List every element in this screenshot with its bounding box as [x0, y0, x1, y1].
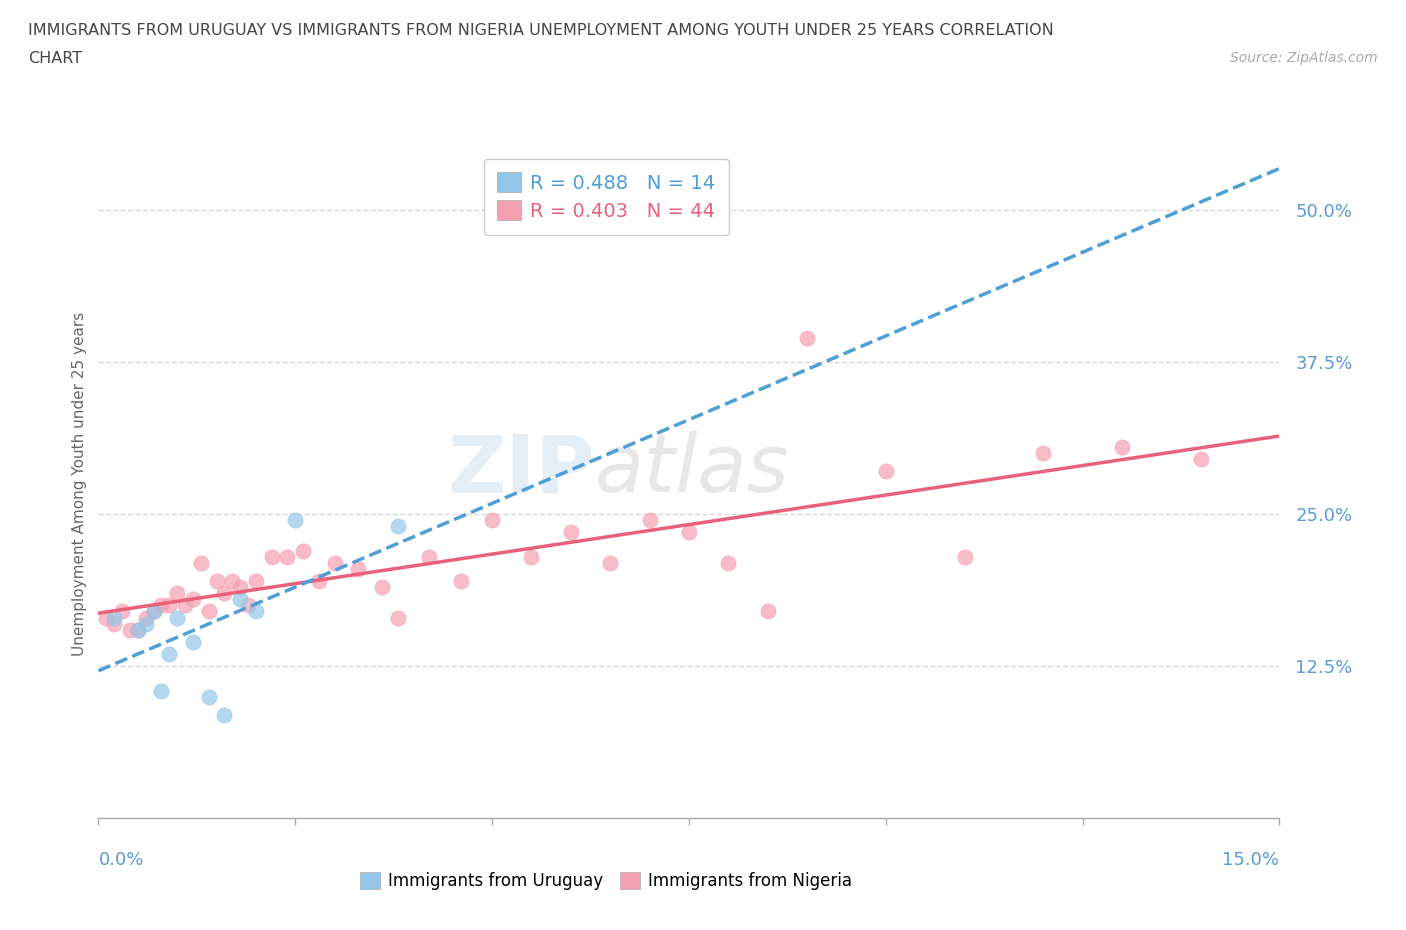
Point [214, 708, 236, 723]
Point [150, 598, 173, 613]
Point [157, 646, 180, 661]
Point [756, 604, 779, 618]
Point [197, 689, 219, 704]
Point [245, 604, 267, 618]
Point [190, 555, 212, 570]
Point [174, 598, 197, 613]
Point [560, 525, 582, 539]
Point [181, 591, 204, 606]
Point [118, 622, 141, 637]
Y-axis label: Unemployment Among Youth under 25 years: Unemployment Among Youth under 25 years [72, 312, 87, 656]
Point [276, 550, 298, 565]
Point [111, 604, 134, 618]
Point [214, 586, 236, 601]
Point [953, 550, 976, 565]
Point [166, 610, 188, 625]
Point [135, 617, 157, 631]
Point [678, 525, 700, 539]
Point [371, 579, 394, 594]
Text: IMMIGRANTS FROM URUGUAY VS IMMIGRANTS FROM NIGERIA UNEMPLOYMENT AMONG YOUTH UNDE: IMMIGRANTS FROM URUGUAY VS IMMIGRANTS FR… [28, 23, 1054, 38]
Point [142, 604, 165, 618]
Point [520, 550, 543, 565]
Point [103, 610, 125, 625]
Text: Source: ZipAtlas.com: Source: ZipAtlas.com [1230, 51, 1378, 65]
Point [875, 464, 897, 479]
Point [418, 550, 440, 565]
Point [292, 543, 315, 558]
Point [481, 512, 503, 527]
Text: 15.0%: 15.0% [1222, 851, 1279, 870]
Point [1032, 445, 1054, 460]
Point [308, 574, 330, 589]
Point [166, 586, 188, 601]
Point [127, 622, 149, 637]
Text: CHART: CHART [28, 51, 82, 66]
Point [347, 562, 370, 577]
Text: ZIP: ZIP [447, 432, 595, 510]
Point [260, 550, 283, 565]
Point [717, 555, 740, 570]
Point [135, 610, 157, 625]
Point [323, 555, 346, 570]
Point [1189, 452, 1212, 467]
Point [127, 622, 149, 637]
Point [387, 519, 409, 534]
Point [796, 330, 818, 345]
Point [229, 579, 252, 594]
Point [181, 634, 204, 649]
Point [96, 610, 118, 625]
Point [450, 574, 472, 589]
Point [638, 512, 661, 527]
Text: atlas: atlas [595, 432, 789, 510]
Point [103, 617, 125, 631]
Point [284, 512, 307, 527]
Point [229, 591, 252, 606]
Point [197, 604, 219, 618]
Point [150, 684, 173, 698]
Point [387, 610, 409, 625]
Point [142, 604, 165, 618]
Point [157, 598, 180, 613]
Point [205, 574, 228, 589]
Legend: Immigrants from Uruguay, Immigrants from Nigeria: Immigrants from Uruguay, Immigrants from… [353, 866, 859, 897]
Text: 0.0%: 0.0% [98, 851, 143, 870]
Point [599, 555, 621, 570]
Point [236, 598, 259, 613]
Point [221, 574, 243, 589]
Point [245, 574, 267, 589]
Point [1111, 440, 1133, 455]
